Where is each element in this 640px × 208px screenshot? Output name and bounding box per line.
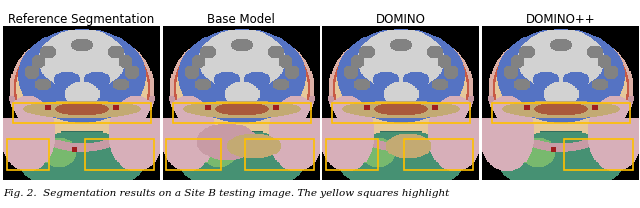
Bar xyxy=(7,139,49,170)
Title: Reference Segmentation: Reference Segmentation xyxy=(8,13,155,26)
Bar xyxy=(332,103,470,123)
Bar xyxy=(173,103,310,123)
Bar xyxy=(245,139,314,170)
Title: Base Model: Base Model xyxy=(207,13,275,26)
Title: DOMINO++: DOMINO++ xyxy=(525,13,595,26)
Text: Fig. 2.  Segmentation results on a Site B testing image. The yellow squares high: Fig. 2. Segmentation results on a Site B… xyxy=(3,189,449,198)
Bar xyxy=(326,139,378,170)
Title: DOMINO: DOMINO xyxy=(376,13,426,26)
Bar xyxy=(564,139,633,170)
Bar xyxy=(13,103,151,123)
Bar xyxy=(166,139,221,170)
Bar xyxy=(404,139,474,170)
Bar xyxy=(492,103,630,123)
Bar xyxy=(85,139,154,170)
